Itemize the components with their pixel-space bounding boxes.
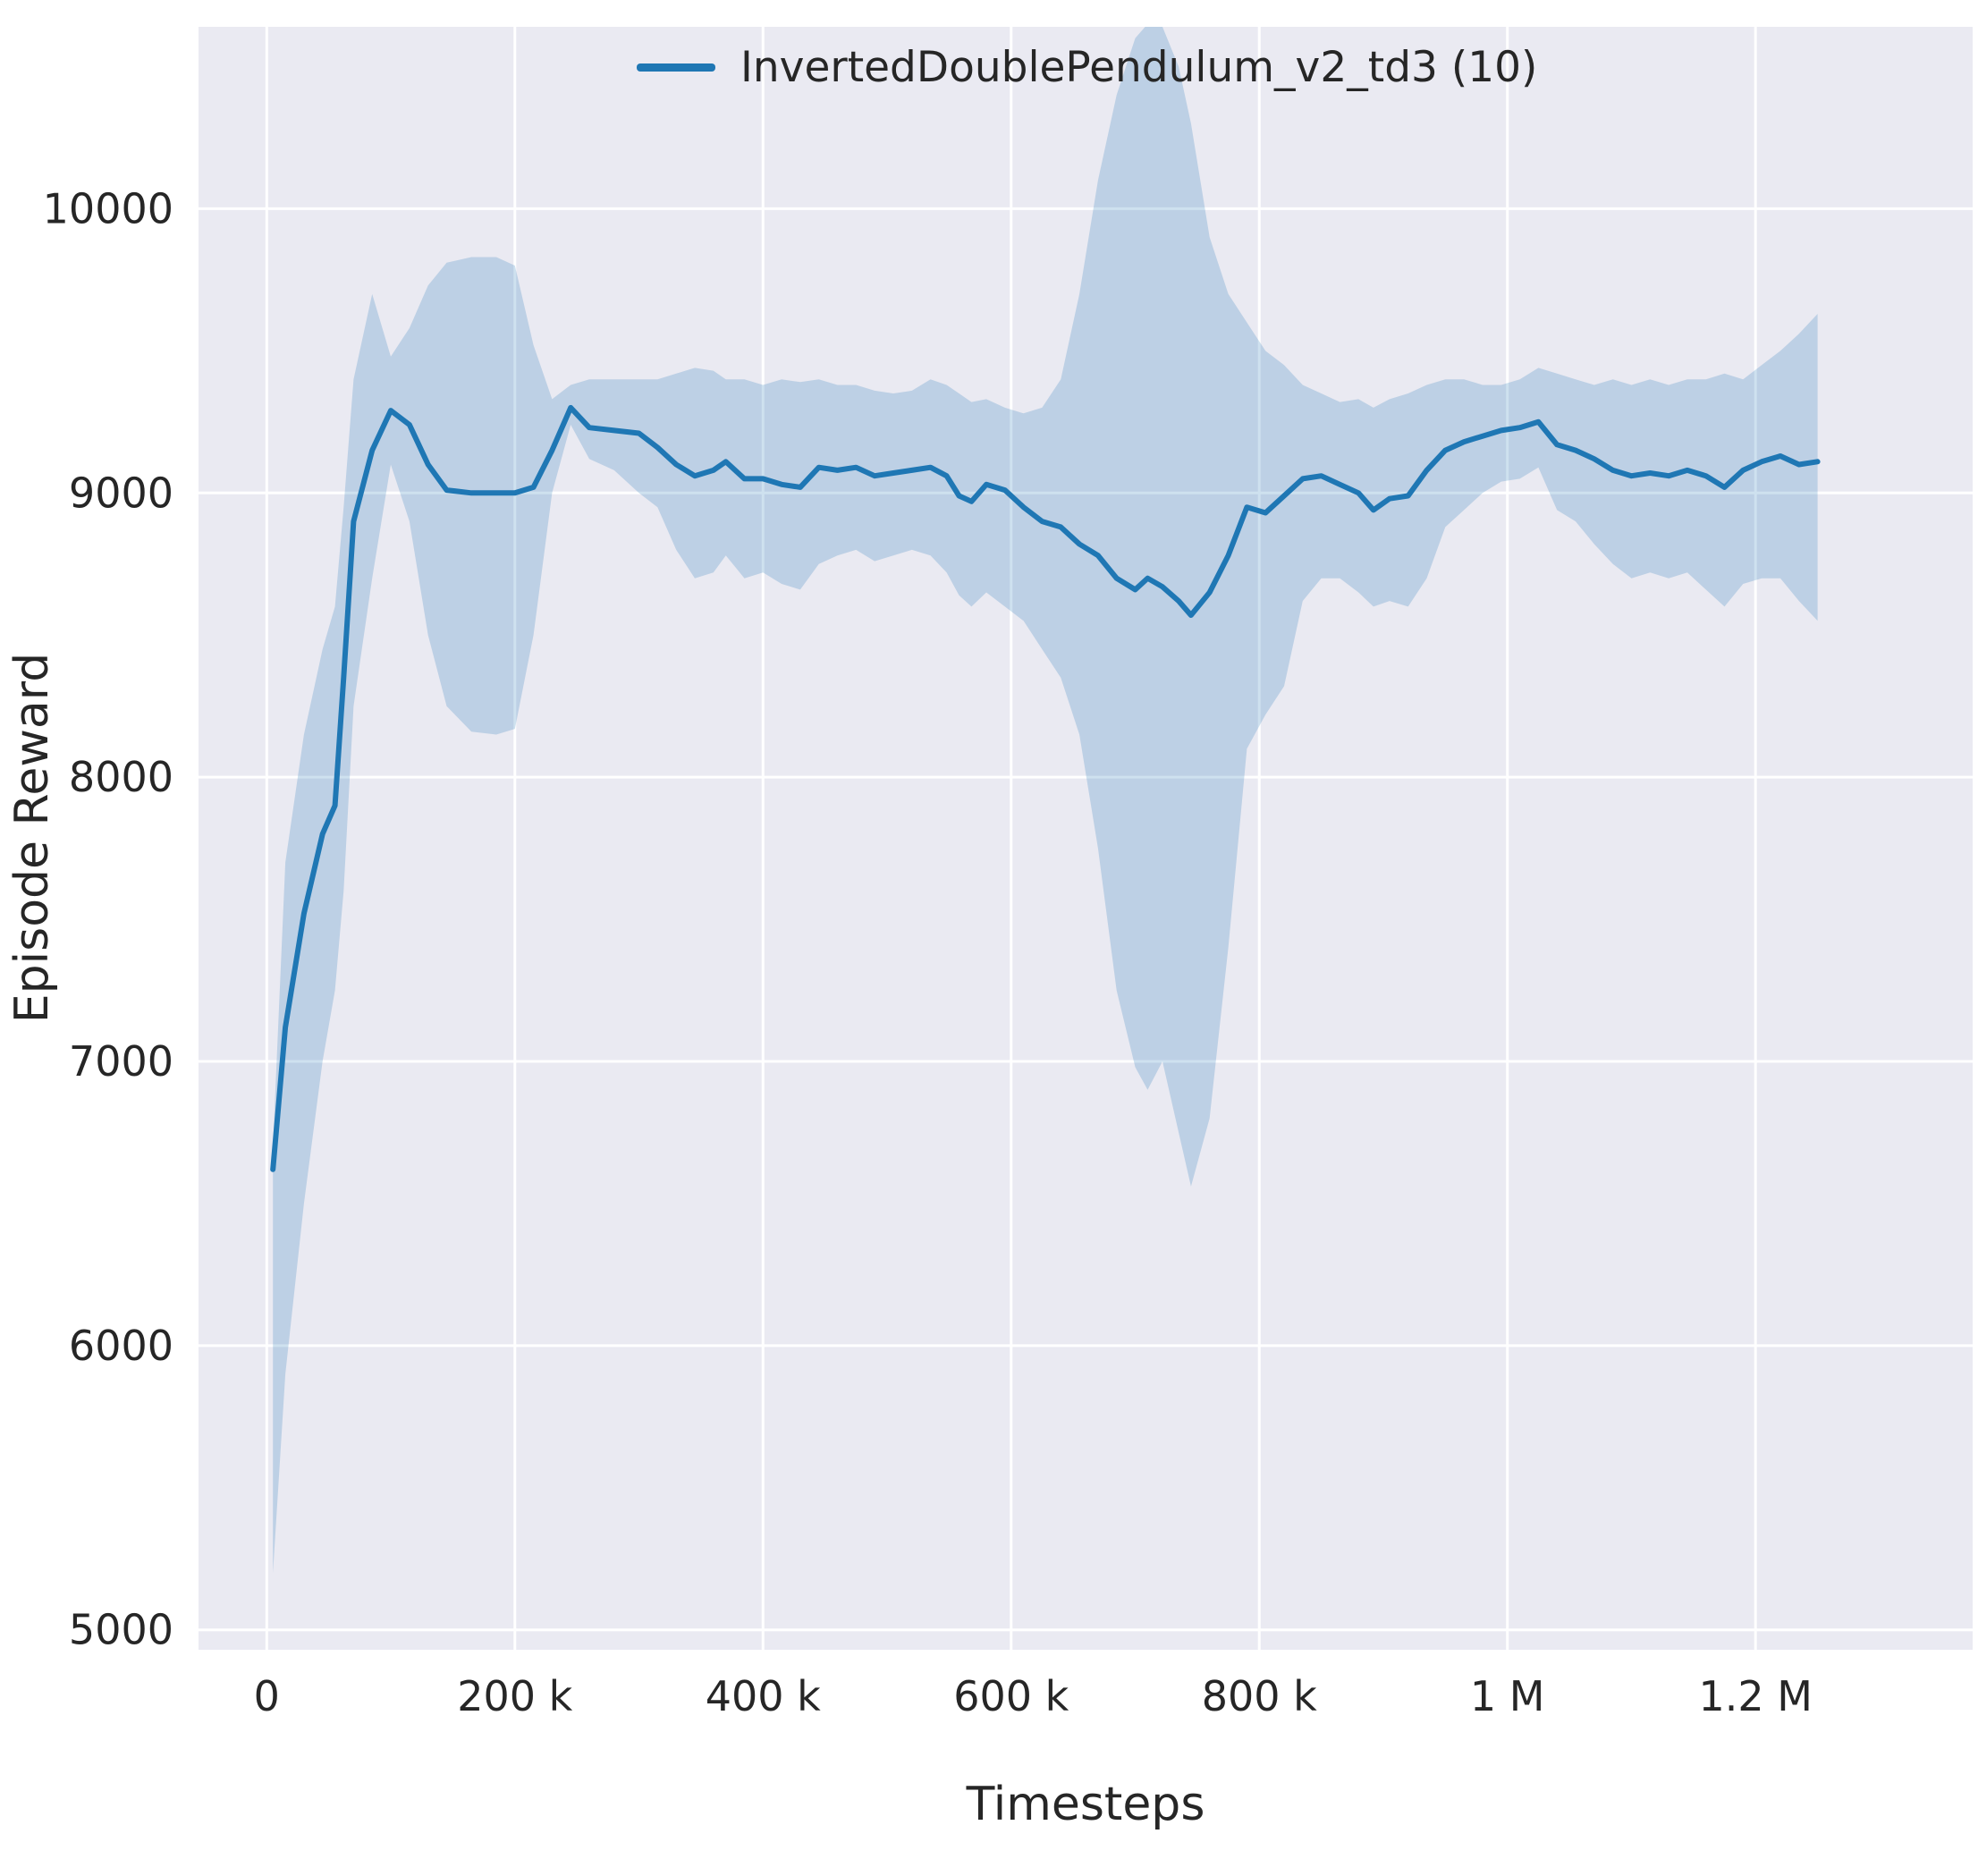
legend: InvertedDoublePendulum_v2_td3 (10)	[637, 43, 1537, 92]
x-tick-label: 600 k	[953, 1672, 1069, 1720]
mean-line	[270, 404, 1821, 1172]
x-axis-label: Timesteps	[966, 1778, 1205, 1831]
y-tick-label: 6000	[69, 1322, 173, 1370]
y-tick-label: 8000	[69, 753, 173, 801]
y-tick-label: 9000	[69, 469, 173, 517]
x-tick-label: 1.2 M	[1698, 1672, 1812, 1720]
x-tick-label: 800 k	[1202, 1672, 1317, 1720]
confidence-band	[273, 27, 1818, 1574]
y-tick-label: 7000	[69, 1037, 173, 1086]
y-tick-label: 5000	[69, 1606, 173, 1654]
plot-background	[199, 27, 1973, 1650]
x-tick-label: 200 k	[457, 1672, 572, 1720]
y-axis-label: Episode Reward	[5, 652, 59, 1024]
legend-label: InvertedDoublePendulum_v2_td3 (10)	[740, 43, 1538, 92]
x-tick-label: 400 k	[706, 1672, 821, 1720]
x-tick-label: 1 M	[1470, 1672, 1545, 1720]
y-tick-label: 10000	[43, 184, 173, 232]
x-tick-label: 0	[254, 1672, 280, 1720]
legend-line-sample	[637, 63, 715, 72]
